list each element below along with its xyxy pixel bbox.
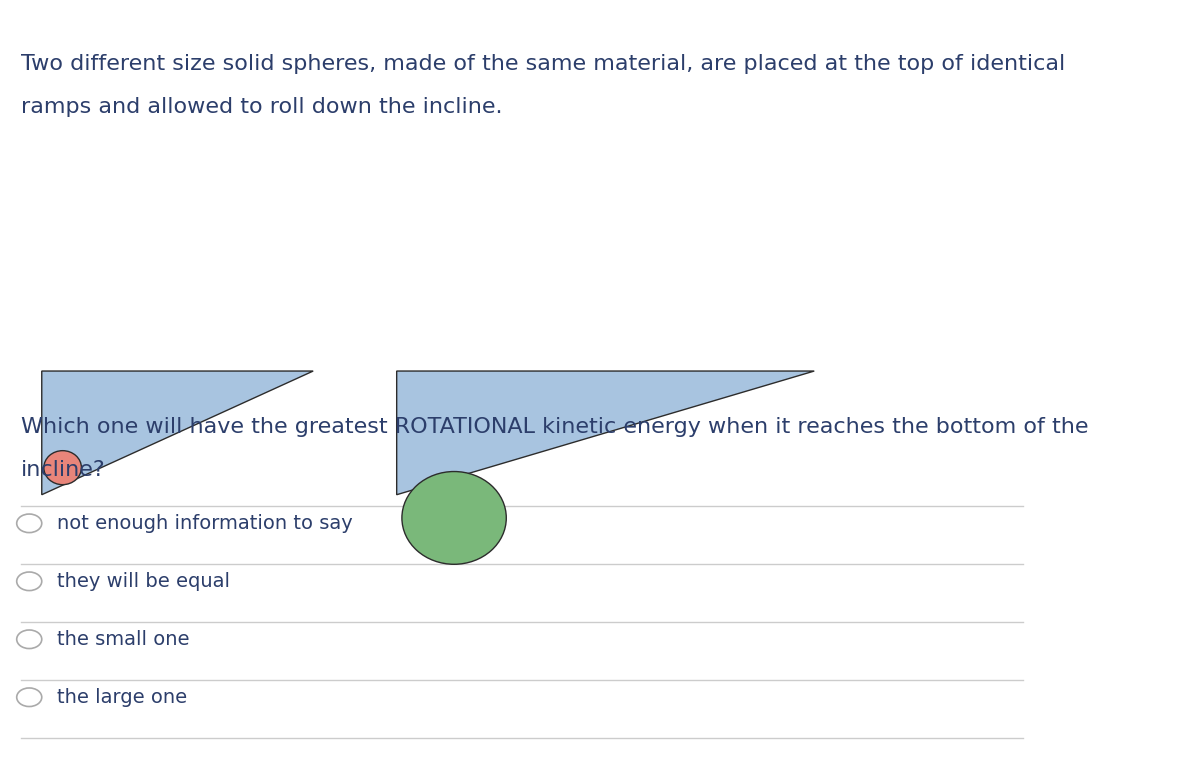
Text: the small one: the small one (58, 630, 190, 649)
Polygon shape (397, 371, 815, 495)
Ellipse shape (402, 472, 506, 564)
Text: incline?: incline? (20, 460, 106, 480)
Text: they will be equal: they will be equal (58, 572, 230, 591)
Text: not enough information to say: not enough information to say (58, 514, 353, 533)
Polygon shape (42, 371, 313, 495)
Ellipse shape (44, 451, 82, 485)
Text: ramps and allowed to roll down the incline.: ramps and allowed to roll down the incli… (20, 97, 503, 117)
Text: the large one: the large one (58, 688, 187, 707)
Text: Which one will have the greatest ROTATIONAL kinetic energy when it reaches the b: Which one will have the greatest ROTATIO… (20, 417, 1088, 438)
Text: Two different size solid spheres, made of the same material, are placed at the t: Two different size solid spheres, made o… (20, 54, 1066, 74)
